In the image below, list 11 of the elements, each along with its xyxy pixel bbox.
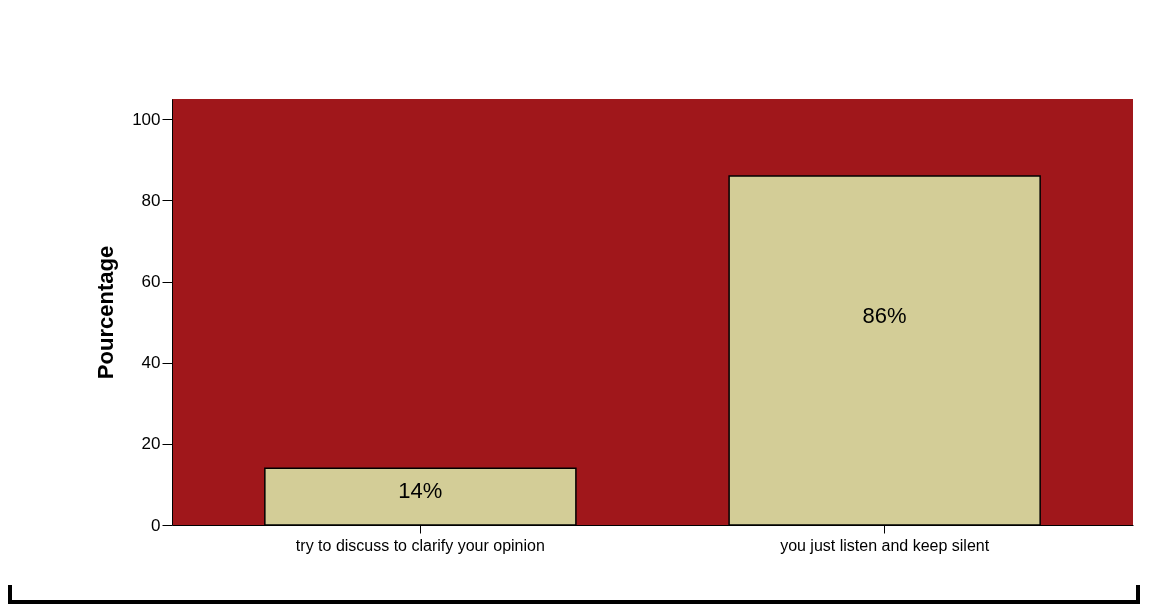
y-tick-label: 0: [151, 515, 161, 535]
y-tick-label: 60: [141, 272, 161, 292]
y-tick-label: 20: [141, 434, 161, 454]
x-tick-label: you just listen and keep silent: [780, 536, 990, 554]
y-axis-title: Pourcentage: [93, 245, 119, 380]
y-tick-label: 80: [141, 190, 161, 210]
y-tick-label: 100: [132, 109, 161, 129]
x-tick-label: try to discuss to clarify your opinion: [295, 536, 545, 554]
data-label: 14%: [398, 477, 443, 503]
y-tick-label: 40: [141, 353, 161, 373]
data-label: 86%: [862, 302, 907, 328]
